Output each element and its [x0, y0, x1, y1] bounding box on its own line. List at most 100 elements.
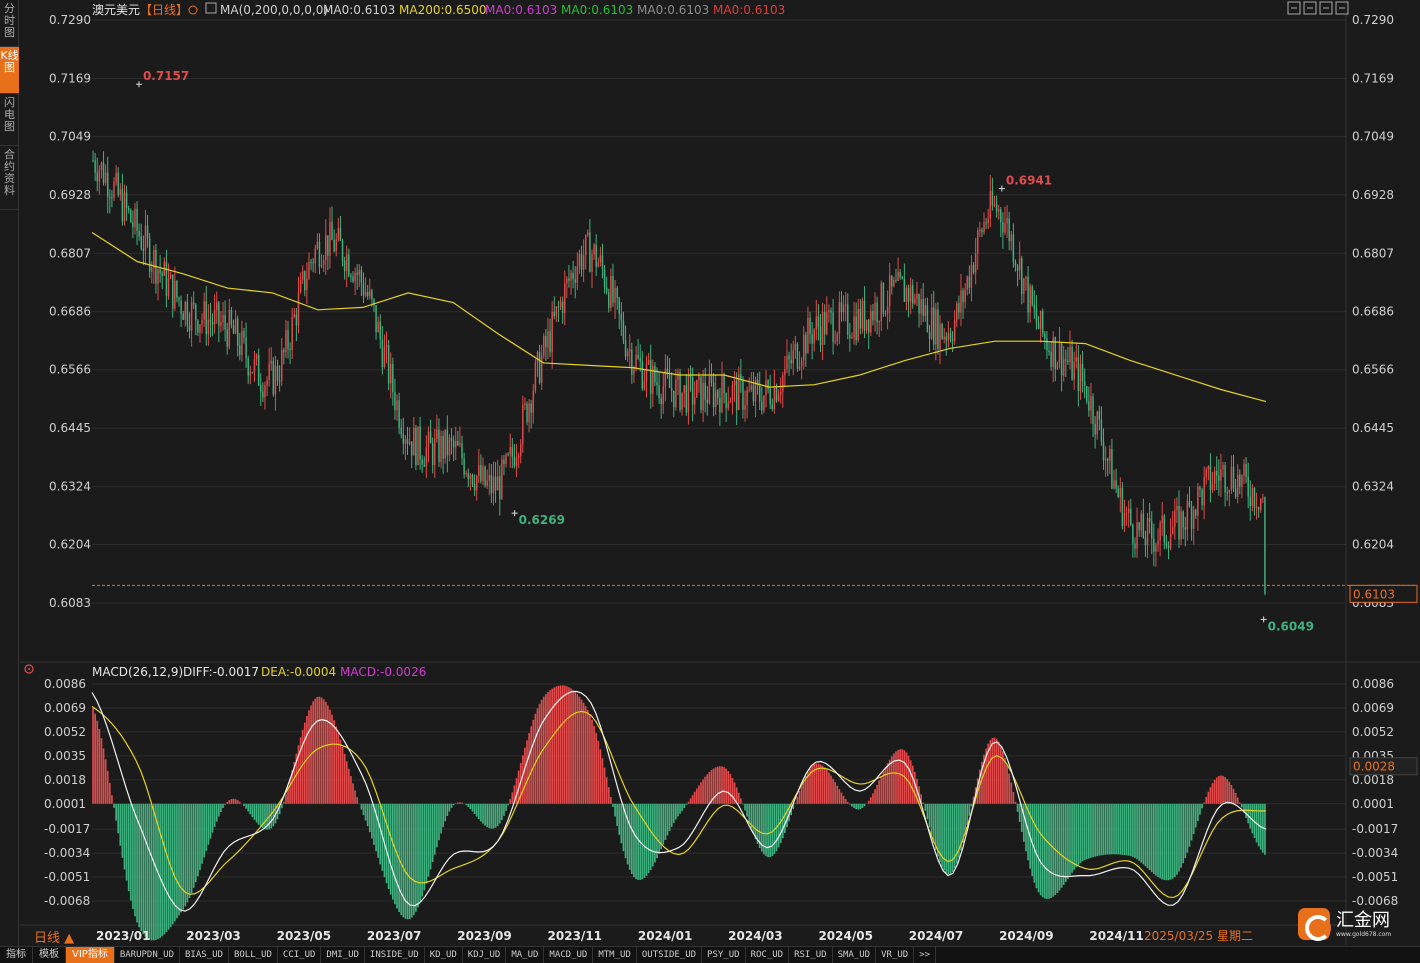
candle-body	[660, 398, 662, 405]
indicator-tab[interactable]: 模板	[33, 947, 66, 963]
candle-body	[1144, 538, 1147, 546]
candle-body	[136, 208, 138, 231]
candle-body	[130, 209, 132, 222]
candle-body	[492, 476, 495, 494]
macd-tick-left: -0.0017	[44, 822, 90, 836]
indicator-tab[interactable]: PSY_UD	[702, 947, 746, 963]
sidebar-tab-flash[interactable]: 闪电图	[0, 94, 19, 146]
candle-body	[987, 218, 989, 224]
candle-body	[413, 427, 415, 456]
candle-body	[490, 475, 493, 494]
candle-body	[366, 292, 369, 297]
candle-body	[534, 362, 537, 391]
candle-body	[1033, 304, 1036, 309]
time-tick: 2024/09	[999, 929, 1053, 943]
indicator-tab[interactable]: MTM_UD	[593, 947, 637, 963]
annotation-label: 0.6269	[519, 513, 565, 527]
candle-body	[899, 271, 901, 277]
candle-body	[771, 404, 774, 410]
candle-body	[1016, 266, 1019, 271]
candle-body	[102, 162, 105, 183]
current-price-marker: 0.6103	[92, 584, 1418, 603]
candle-body	[637, 354, 639, 359]
cursor-date-label: 2025/03/25 星期二	[1144, 929, 1253, 943]
candle-body	[943, 336, 945, 340]
candle-body	[190, 302, 193, 331]
indicator-tab[interactable]: KD_UD	[425, 947, 463, 963]
candle-body	[960, 290, 962, 313]
indicator-tab[interactable]: BOLL_UD	[229, 947, 278, 963]
indicator-tab[interactable]: BIAS_UD	[180, 947, 229, 963]
candle-body	[1213, 470, 1216, 484]
chart-toolbar[interactable]	[1287, 1, 1349, 15]
candle-body	[134, 208, 136, 228]
candle-body	[448, 437, 451, 456]
candle-body	[121, 189, 124, 222]
candle-body	[836, 333, 839, 342]
candle-body	[645, 364, 648, 382]
candle-body	[1054, 337, 1057, 369]
indicator-tab[interactable]: KDJ_UD	[463, 947, 507, 963]
candle-body	[312, 262, 314, 264]
candle-body	[920, 299, 922, 314]
indicator-tab[interactable]: >>	[914, 947, 937, 963]
sidebar-tab-contract-info[interactable]: 合约资料	[0, 146, 19, 210]
indicator-tab[interactable]: MACD_UD	[544, 947, 594, 963]
candle-body	[115, 172, 117, 182]
candle-body	[922, 299, 924, 316]
candle-body	[1075, 357, 1078, 362]
sidebar-tab-timeshare[interactable]: 分时图	[0, 0, 19, 47]
indicator-tab[interactable]: ROC_UD	[746, 947, 790, 963]
candle-body	[809, 317, 811, 335]
time-tick: 2023/03	[186, 929, 240, 943]
candle-body	[243, 330, 245, 338]
candle-body	[901, 276, 904, 279]
candle-body	[937, 309, 939, 350]
candle-body	[1096, 411, 1098, 435]
indicator-tab[interactable]: MA_UD	[506, 947, 545, 963]
candle-body	[1115, 480, 1117, 489]
candle-body	[1211, 483, 1214, 491]
candle-body	[1090, 396, 1092, 411]
candle-body	[1247, 476, 1249, 497]
indicator-tab[interactable]: 指标	[0, 947, 33, 963]
candle-body	[819, 327, 822, 346]
candle-body	[1006, 218, 1008, 224]
indicator-tab[interactable]: RSI_UD	[789, 947, 833, 963]
candle-body	[266, 380, 268, 386]
candle-body	[1008, 218, 1010, 242]
indicator-tab[interactable]: OUTSIDE_UD	[637, 947, 703, 963]
indicator-tab[interactable]: BARUPDN_UD	[115, 947, 181, 963]
candle-body	[826, 311, 828, 335]
candle-body	[559, 301, 562, 308]
indicator-tab[interactable]: SMA_UD	[833, 947, 877, 963]
candle-body	[777, 394, 780, 401]
candle-body	[847, 304, 849, 335]
candle-body	[584, 234, 587, 256]
candle-body	[465, 473, 467, 475]
candle-body	[461, 443, 463, 459]
indicator-tab[interactable]: DMI_UD	[321, 947, 365, 963]
candle-body	[863, 300, 866, 331]
candle-body	[1071, 346, 1073, 380]
candle-body	[681, 392, 683, 410]
candle-body	[427, 431, 430, 448]
macd-axis-left: 0.0086 0.0069 0.0052 0.0035 0.0018 0.0001 -0.0…	[44, 677, 90, 908]
candle-body	[962, 290, 964, 303]
candle-body	[926, 305, 929, 333]
candle-body	[1113, 480, 1115, 489]
candle-body	[1260, 498, 1262, 510]
candle-body	[1151, 521, 1153, 539]
indicator-tab[interactable]: CCI_UD	[278, 947, 322, 963]
candle-body	[1136, 522, 1138, 549]
candle-body	[966, 276, 968, 290]
candle-body	[123, 192, 126, 222]
candle-body	[209, 319, 212, 322]
candle-body	[1079, 363, 1082, 392]
indicator-tab[interactable]: VR_UD	[876, 947, 915, 963]
indicator-tab[interactable]: VIP指标	[66, 947, 115, 963]
sidebar-tab-kline[interactable]: K线图	[0, 47, 19, 94]
candle-body	[446, 429, 449, 456]
indicator-tab[interactable]: INSIDE_UD	[365, 947, 425, 963]
